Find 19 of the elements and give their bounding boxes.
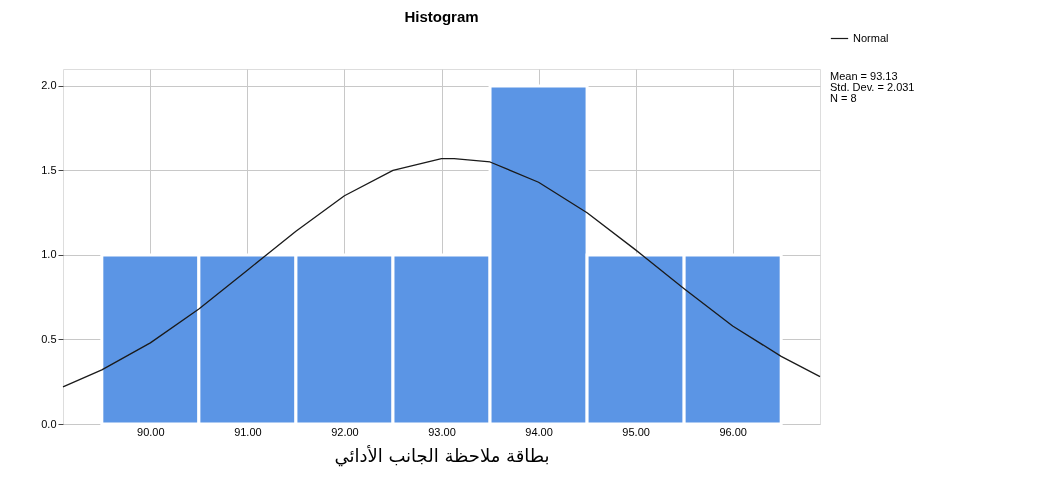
x-tick-label: 90.00 [137,425,165,438]
x-tick-label: 95.00 [622,425,650,438]
y-tick-label: 0.0 [41,417,57,430]
x-tick-label: 93.00 [428,425,456,438]
x-tick-label: 96.00 [719,425,747,438]
legend-label: Normal [853,31,889,44]
x-tick-label: 92.00 [331,425,359,438]
x-tick-label: 91.00 [234,425,262,438]
chart-title: Histogram [404,8,479,25]
text: Mean = 93.13 [830,70,898,82]
text: N = 8 [830,92,857,104]
x-axis-title: بطاقة ملاحظة الجانب الأدائي [334,444,550,467]
y-tick-label: 1.5 [41,163,57,176]
text: Std. Dev. = 2.031 [830,81,915,93]
y-tick-label: 2.0 [41,79,57,92]
y-tick-label: 1.0 [41,248,57,261]
y-tick-label: 0.5 [41,332,57,345]
line-series [62,157,821,388]
x-tick-label: 94.00 [525,425,553,438]
